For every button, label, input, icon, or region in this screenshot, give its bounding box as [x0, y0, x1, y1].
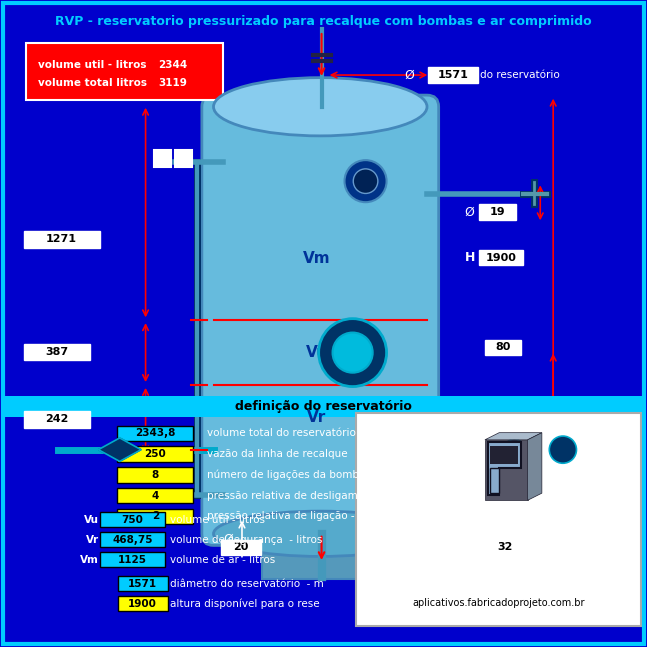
Polygon shape	[485, 440, 528, 500]
Ellipse shape	[214, 78, 427, 136]
FancyBboxPatch shape	[485, 340, 521, 355]
FancyBboxPatch shape	[24, 411, 90, 428]
Text: 1271: 1271	[46, 234, 77, 245]
FancyBboxPatch shape	[100, 512, 165, 527]
Polygon shape	[488, 441, 520, 495]
Text: do reservatório: do reservatório	[480, 70, 560, 80]
FancyBboxPatch shape	[118, 596, 168, 611]
Text: volume total do reservatório: volume total do reservatório	[207, 428, 356, 439]
FancyBboxPatch shape	[221, 540, 261, 555]
Ellipse shape	[344, 160, 386, 202]
Ellipse shape	[214, 511, 427, 556]
Text: 2343,8: 2343,8	[135, 428, 175, 439]
FancyBboxPatch shape	[479, 250, 523, 265]
Text: 250: 250	[144, 449, 166, 459]
FancyBboxPatch shape	[117, 467, 193, 483]
Polygon shape	[490, 468, 499, 493]
FancyBboxPatch shape	[24, 344, 90, 360]
Text: 1571: 1571	[437, 70, 468, 80]
FancyBboxPatch shape	[428, 67, 478, 83]
Text: Vm: Vm	[80, 554, 99, 565]
Text: volume de ar - litros: volume de ar - litros	[170, 554, 275, 565]
FancyBboxPatch shape	[486, 540, 525, 555]
Text: volume total litros: volume total litros	[38, 78, 146, 88]
Text: aplicativos.fabricadoprojeto.com.br: aplicativos.fabricadoprojeto.com.br	[412, 598, 584, 608]
FancyBboxPatch shape	[100, 552, 165, 567]
FancyBboxPatch shape	[24, 231, 100, 248]
FancyBboxPatch shape	[117, 509, 193, 524]
Text: definição do reservatório: definição do reservatório	[235, 400, 412, 413]
Polygon shape	[485, 433, 542, 440]
Ellipse shape	[319, 319, 386, 386]
Text: H: H	[465, 251, 475, 264]
FancyBboxPatch shape	[5, 396, 642, 417]
Text: Ø: Ø	[223, 533, 233, 546]
Text: 750: 750	[122, 514, 144, 525]
Polygon shape	[98, 438, 141, 461]
FancyBboxPatch shape	[117, 446, 193, 462]
Text: Vu: Vu	[306, 345, 328, 360]
FancyBboxPatch shape	[202, 95, 439, 545]
FancyBboxPatch shape	[118, 576, 168, 591]
Text: 1125: 1125	[118, 554, 147, 565]
Text: altura disponível para o rese: altura disponível para o rese	[170, 598, 319, 609]
Text: diâmetro do reservatório  - m: diâmetro do reservatório - m	[170, 578, 324, 589]
Polygon shape	[493, 438, 536, 461]
Text: 242: 242	[45, 414, 69, 424]
Text: 2: 2	[151, 511, 159, 521]
Text: vazão da linha de recalque: vazão da linha de recalque	[207, 449, 347, 459]
Text: 1900: 1900	[128, 598, 157, 609]
Text: 1571: 1571	[127, 578, 157, 589]
Text: Vr: Vr	[307, 410, 327, 425]
Text: 20: 20	[233, 542, 248, 553]
FancyBboxPatch shape	[26, 43, 223, 100]
Ellipse shape	[549, 436, 576, 463]
Polygon shape	[490, 446, 518, 464]
Text: 2344: 2344	[159, 60, 188, 70]
Ellipse shape	[353, 169, 378, 193]
Text: Vu: Vu	[84, 514, 99, 525]
Text: 8: 8	[151, 470, 159, 480]
Text: Ø: Ø	[477, 533, 487, 546]
FancyBboxPatch shape	[100, 532, 165, 547]
Bar	[175, 150, 192, 167]
Text: Vr: Vr	[86, 534, 99, 545]
Text: 3119: 3119	[159, 78, 188, 88]
Text: 32: 32	[498, 542, 513, 553]
FancyBboxPatch shape	[262, 531, 375, 579]
Text: volume util - litros: volume util - litros	[38, 60, 146, 70]
Text: Vm: Vm	[303, 251, 331, 267]
Text: 4: 4	[151, 490, 159, 501]
Text: volume de segurança  - litros: volume de segurança - litros	[170, 534, 322, 545]
Text: volume útil - litros: volume útil - litros	[170, 514, 265, 525]
Text: pressão relativa de desligam: pressão relativa de desligam	[207, 490, 358, 501]
Polygon shape	[528, 433, 542, 500]
Text: RVP - reservatorio pressurizado para recalque com bombas e ar comprimido: RVP - reservatorio pressurizado para rec…	[55, 16, 592, 28]
FancyBboxPatch shape	[356, 413, 641, 626]
Text: 387: 387	[45, 347, 69, 357]
Bar	[154, 150, 171, 167]
Text: pressão relativa de ligação -: pressão relativa de ligação -	[207, 511, 355, 521]
Text: Ø: Ø	[465, 206, 474, 219]
Ellipse shape	[333, 333, 373, 373]
Text: 19: 19	[490, 207, 505, 217]
Text: 468,75: 468,75	[113, 534, 153, 545]
Text: número de ligações da bomb: número de ligações da bomb	[207, 470, 359, 480]
Text: 1900: 1900	[486, 252, 517, 263]
Text: Ø: Ø	[404, 69, 414, 82]
FancyBboxPatch shape	[479, 204, 516, 220]
FancyBboxPatch shape	[117, 488, 193, 503]
FancyBboxPatch shape	[117, 426, 193, 441]
Text: 80: 80	[495, 342, 510, 353]
